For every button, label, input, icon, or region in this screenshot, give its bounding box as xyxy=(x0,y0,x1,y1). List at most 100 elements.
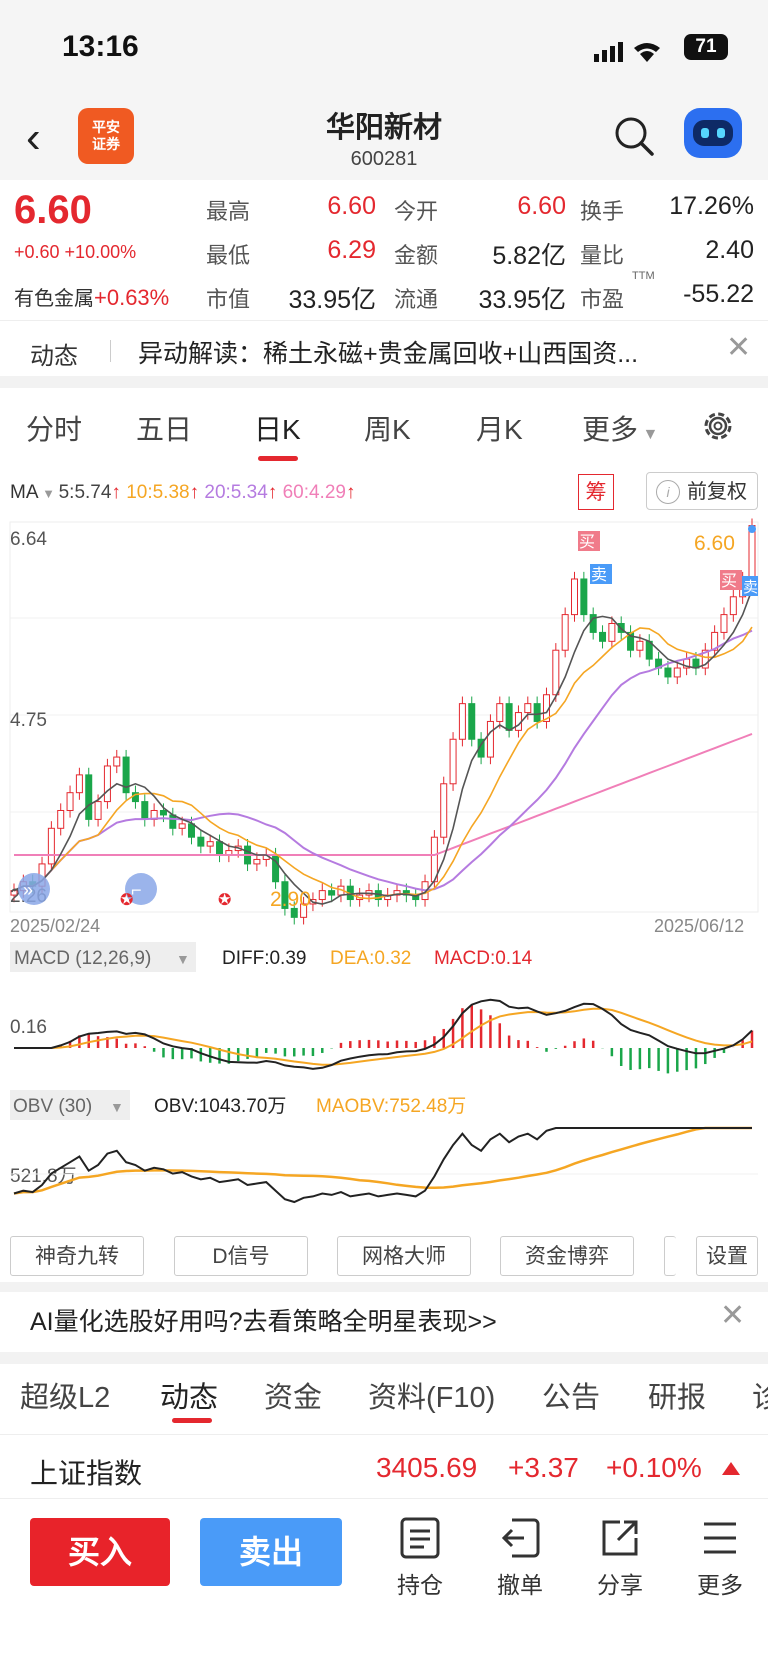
candle-body xyxy=(608,623,616,642)
back-arrow-icon[interactable]: ‹ xyxy=(26,113,41,162)
tab-intraday[interactable]: 分时 xyxy=(26,414,83,445)
news-headline[interactable]: 异动解读：稀土永磁+贵金属回收+山西国资... xyxy=(138,340,639,368)
arrow-up-icon: ↑ xyxy=(189,482,205,503)
candle-body xyxy=(216,841,224,856)
macd-chart[interactable]: MACD (12,26,9) ▼ DIFF:0.39 DEA:0.32 MACD… xyxy=(0,940,768,1090)
macd-diff: DIFF:0.39 xyxy=(222,948,306,969)
tool-capital-game[interactable]: 资金博弈 xyxy=(500,1236,634,1276)
section-divider xyxy=(0,1282,768,1292)
news-bar[interactable] xyxy=(0,320,768,377)
share-icon[interactable] xyxy=(598,1516,642,1560)
more-label[interactable]: 更多 xyxy=(697,1572,743,1598)
buy-button[interactable]: 买入 xyxy=(30,1518,170,1586)
pe-ttm-suffix: TTM xyxy=(632,270,655,282)
obv-selector[interactable] xyxy=(10,1090,130,1120)
quote-label-market-cap: 市值 xyxy=(206,287,251,312)
sector-name: 有色金属 xyxy=(14,288,94,310)
macd-histogram xyxy=(59,1005,754,1074)
cancel-order-icon[interactable] xyxy=(498,1516,542,1560)
candle-body xyxy=(711,631,719,651)
more-menu-icon[interactable] xyxy=(698,1516,742,1560)
ma60-value: 60:4.29 xyxy=(282,482,346,503)
candle-body xyxy=(664,667,672,678)
gear-icon[interactable] xyxy=(700,408,736,444)
sell-mark-label: 卖 xyxy=(743,579,758,596)
candle-body xyxy=(449,738,457,785)
index-name[interactable]: 上证指数 xyxy=(30,1458,143,1489)
tab-five-day[interactable]: 五日 xyxy=(136,414,193,445)
corner-bracket-icon: ⌐ xyxy=(131,880,142,900)
candle-body xyxy=(281,881,289,909)
close-icon[interactable]: ✕ xyxy=(726,331,752,364)
tool-settings[interactable]: 设置 xyxy=(696,1236,758,1276)
ai-promo-banner[interactable]: AI量化选股好用吗?去看策略全明星表现>> xyxy=(30,1308,497,1336)
event-marker-icon: ✪ xyxy=(120,892,133,909)
holdings-label[interactable]: 持仓 xyxy=(397,1572,443,1598)
info-icon: i xyxy=(656,480,680,504)
tab-announcements[interactable]: 公告 xyxy=(542,1382,601,1414)
current-price: 6.60 xyxy=(14,188,92,232)
macd-dea: DEA:0.32 xyxy=(330,948,411,969)
tab-daily-k[interactable]: 日K xyxy=(254,414,301,445)
index-value: 3405.69 xyxy=(376,1452,478,1483)
ma20-line xyxy=(13,629,753,892)
tool-grid-master[interactable]: 网格大师 xyxy=(337,1236,471,1276)
quote-label-high: 最高 xyxy=(206,199,251,224)
tab-news[interactable]: 动态 xyxy=(160,1382,219,1414)
tab-super-l2[interactable]: 超级L2 xyxy=(20,1382,111,1414)
arrow-up-icon: ↑ xyxy=(267,482,283,503)
candle-body xyxy=(290,907,298,918)
ma5-value: 5:5.74 xyxy=(58,482,112,503)
candle-body xyxy=(113,756,121,767)
tab-research[interactable]: 研报 xyxy=(648,1382,707,1414)
expand-up-icon[interactable] xyxy=(722,1462,740,1475)
holdings-icon[interactable] xyxy=(398,1516,442,1560)
expand-chart-icon[interactable] xyxy=(18,873,50,905)
tab-funds[interactable]: 资金 xyxy=(264,1382,323,1414)
search-icon[interactable] xyxy=(612,114,656,158)
sell-button[interactable]: 卖出 xyxy=(200,1518,342,1586)
quote-value-low: 6.29 xyxy=(327,236,376,264)
sell-marker xyxy=(590,564,612,584)
tab-weekly-k[interactable]: 周K xyxy=(364,414,411,445)
candle-body xyxy=(486,720,494,758)
kline-chart[interactable]: 6.64 4.75 2.26 2.90 6.60 买 卖 买 卖 » ⌐ ✪ ✪… xyxy=(0,516,768,936)
tool-magic-nine[interactable]: 神奇九转 xyxy=(10,1236,144,1276)
tab-more[interactable]: 更多 ▼ xyxy=(582,408,658,448)
candle-body xyxy=(524,703,532,714)
macd-title: MACD (12,26,9) xyxy=(14,948,151,969)
candle-body xyxy=(318,890,326,901)
ma-legend[interactable]: MA ▼ 5:5.74↑ 10:5.38↑ 20:5.34↑ 60:4.29↑ xyxy=(10,482,355,504)
share-label[interactable]: 分享 xyxy=(597,1572,643,1598)
battery-icon: 71 xyxy=(684,34,728,60)
tab-monthly-k[interactable]: 月K xyxy=(476,414,523,445)
sell-mark-label: 卖 xyxy=(591,566,607,584)
cancel-order-label[interactable]: 撤单 xyxy=(497,1572,543,1598)
quote-value-high: 6.60 xyxy=(327,192,376,220)
tab-diagnosis[interactable]: 诊 xyxy=(752,1382,768,1414)
ma10-value: 10:5.38 xyxy=(126,482,190,503)
sector-change: +0.63% xyxy=(94,285,170,310)
broker-logo-line2: 证券 xyxy=(92,136,120,152)
candle-body xyxy=(103,765,111,803)
end-date-label: 2025/06/12 xyxy=(654,916,744,936)
tool-overflow[interactable] xyxy=(664,1236,676,1276)
obv-chart[interactable]: OBV (30) ▼ OBV:1043.70万 MAOBV:752.48万 52… xyxy=(0,1088,768,1228)
obv-title: OBV (30) xyxy=(13,1096,92,1117)
fullscreen-icon[interactable] xyxy=(125,873,157,905)
macd-selector[interactable] xyxy=(10,942,196,972)
candle-body xyxy=(159,809,167,816)
chevron-down-icon: ▼ xyxy=(110,1099,124,1115)
candle-body xyxy=(701,649,709,669)
double-chevron-icon: » xyxy=(23,880,33,900)
sector-label[interactable]: 有色金属+0.63% xyxy=(14,282,169,311)
tab-f10[interactable]: 资料(F10) xyxy=(368,1382,496,1414)
broker-logo-line1: 平安 xyxy=(92,119,120,135)
tool-d-signal[interactable]: D信号 xyxy=(174,1236,308,1276)
assistant-robot-icon[interactable] xyxy=(684,108,742,158)
close-icon[interactable]: ✕ xyxy=(720,1299,746,1332)
chip-distribution-button[interactable]: 筹 xyxy=(578,474,614,510)
candle-body xyxy=(47,827,55,865)
candle-body xyxy=(75,774,83,794)
price-adjust-button[interactable]: 前复权 xyxy=(646,472,758,510)
